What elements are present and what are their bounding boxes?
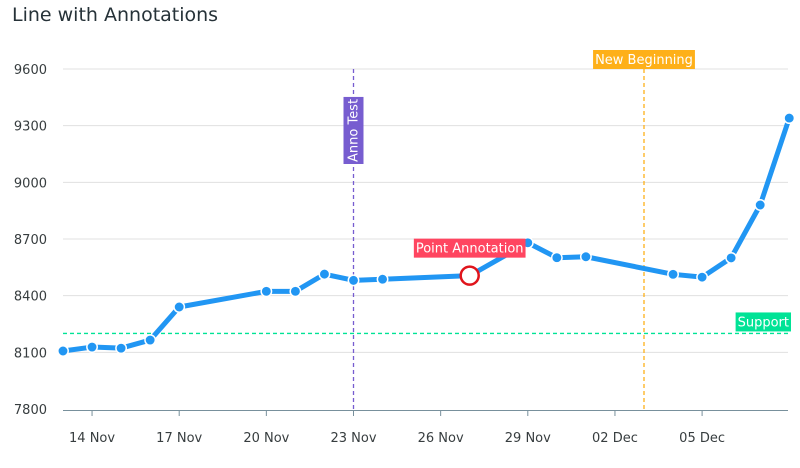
y-tick-label: 7800 (14, 403, 47, 418)
data-point (57, 345, 69, 357)
new-beginning-label: New Beginning (593, 50, 695, 69)
y-tick-label: 8400 (14, 290, 47, 305)
y-axis: 7800 8100 8400 8700 9000 9300 9600 (14, 63, 47, 418)
x-tick-label: 02 Dec (592, 431, 638, 446)
chart-title: Line with Annotations (12, 4, 219, 26)
y-tick-label: 9600 (14, 63, 47, 78)
data-point (376, 273, 389, 286)
anno-test-label: Anno Test (343, 96, 364, 164)
data-point (115, 342, 128, 355)
x-tick-label: 17 Nov (156, 431, 202, 446)
grid-lines (63, 68, 788, 353)
anno-test-label-text: Anno Test (347, 99, 362, 162)
series-line (57, 112, 796, 357)
x-tick-label: 29 Nov (505, 431, 551, 446)
y-tick-label: 9000 (14, 176, 47, 191)
x-tick-label: 26 Nov (418, 431, 464, 446)
data-point (725, 251, 738, 264)
series-path (60, 115, 792, 354)
y-tick-label: 8700 (14, 233, 47, 248)
x-tick-label: 14 Nov (69, 431, 115, 446)
anno-test-label-box (343, 96, 364, 164)
x-tick-label: 05 Dec (679, 431, 725, 446)
data-point (260, 285, 273, 298)
support-label-text: Support (738, 315, 789, 330)
point-annotation-marker (459, 265, 480, 286)
data-point (696, 271, 709, 284)
data-point (318, 268, 331, 281)
data-point (289, 285, 302, 298)
support-label: Support (735, 312, 791, 332)
y-tick-label: 8100 (14, 346, 47, 361)
data-point (754, 199, 767, 211)
point-annotation-label-box (413, 238, 526, 258)
y-tick-label: 9300 (14, 120, 47, 135)
new-beginning-label-box (593, 50, 695, 69)
data-point (579, 250, 592, 263)
data-point (783, 112, 796, 125)
data-point (173, 301, 186, 313)
data-point (144, 334, 157, 347)
x-tick-label: 23 Nov (330, 431, 376, 446)
new-beginning-label-text: New Beginning (595, 53, 693, 68)
data-point (347, 274, 360, 287)
point-annotation-label-text: Point Annotation (416, 242, 524, 257)
x-tick-label: 20 Nov (243, 431, 289, 446)
point-annotation-label: Point Annotation (413, 238, 526, 258)
data-point (550, 251, 563, 264)
data-point (667, 268, 679, 281)
x-axis: 14 Nov 17 Nov 20 Nov 23 Nov 26 Nov 29 Nov 02 D… (63, 410, 788, 446)
annotation-labels: Support Anno Test New Beginning Point Annot… (343, 50, 791, 332)
data-point (86, 341, 99, 353)
support-label-box (735, 312, 791, 332)
